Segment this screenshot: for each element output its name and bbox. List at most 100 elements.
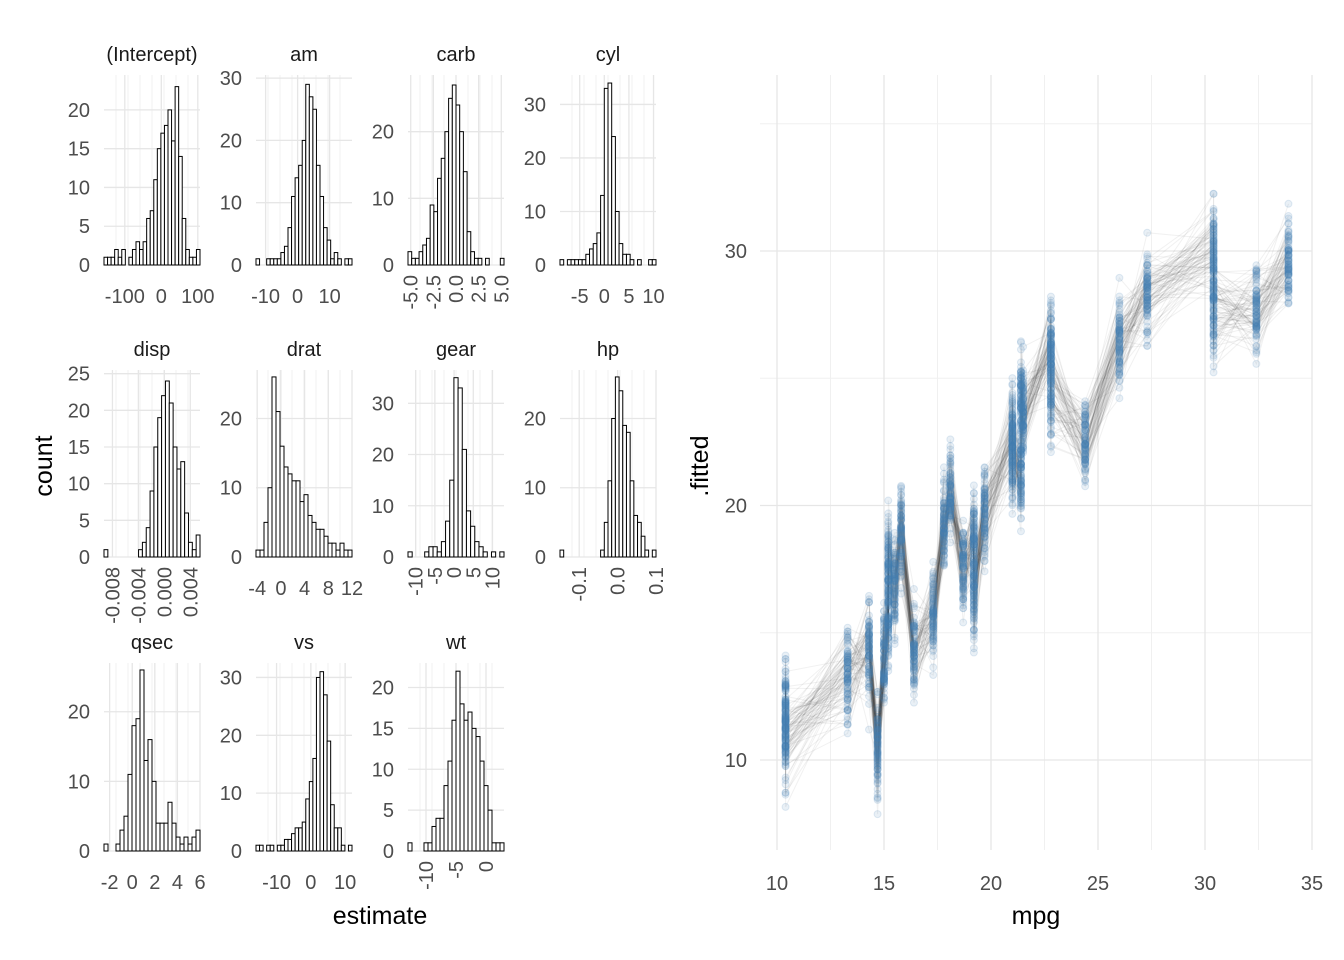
y-tick-label: 30: [725, 241, 747, 263]
data-point: [939, 545, 948, 554]
data-point: [884, 615, 893, 624]
histogram-bar: [637, 521, 642, 558]
histogram-bar: [176, 468, 182, 558]
data-point: [929, 663, 938, 672]
histogram-bar: [651, 259, 657, 266]
data-point: [980, 511, 989, 520]
histogram-bar: [340, 844, 346, 852]
data-point: [1209, 333, 1218, 342]
data-point: [843, 699, 852, 708]
data-point: [843, 686, 852, 695]
data-point: [980, 502, 989, 511]
data-point: [1209, 286, 1218, 295]
x-tick-label: 12: [341, 578, 363, 600]
data-point: [959, 562, 968, 571]
data-point: [1016, 499, 1025, 508]
histogram-bar: [307, 514, 313, 558]
data-point: [969, 636, 978, 645]
data-point: [1115, 360, 1124, 369]
bootstrap-line: [785, 234, 1289, 751]
x-tick-label: -4: [248, 578, 266, 600]
data-point: [980, 491, 989, 500]
data-point: [939, 561, 948, 570]
data-point: [873, 749, 882, 758]
histogram-bar: [301, 821, 307, 852]
y-tick-label: 30: [220, 68, 242, 90]
histogram-bar: [629, 259, 635, 266]
histogram-bar: [487, 809, 493, 852]
histogram-bar: [308, 781, 314, 852]
histogram-bar: [477, 257, 483, 266]
histogram-bar: [311, 521, 317, 558]
data-point: [1016, 491, 1025, 500]
data-point: [781, 703, 790, 712]
data-point: [1115, 348, 1124, 357]
data-point: [959, 558, 968, 567]
data-point: [1209, 321, 1218, 330]
data-point: [946, 497, 955, 506]
data-point: [1209, 311, 1218, 320]
data-point: [781, 717, 790, 726]
data-point: [1008, 435, 1017, 444]
data-point: [939, 547, 948, 556]
histogram-bar: [589, 248, 594, 266]
data-point: [969, 534, 978, 543]
data-point: [781, 773, 790, 782]
data-point: [1143, 261, 1152, 270]
histogram-bar: [167, 109, 173, 266]
data-point: [1019, 420, 1028, 429]
data-point: [946, 481, 955, 490]
data-point: [969, 558, 978, 567]
data-point: [884, 577, 893, 586]
histogram-bar: [139, 248, 144, 266]
data-point: [1209, 245, 1218, 254]
data-point: [1019, 435, 1028, 444]
data-point: [980, 524, 989, 533]
bootstrap-line: [785, 223, 1289, 761]
histogram-bar: [407, 251, 413, 266]
data-point: [909, 642, 918, 651]
data-point: [1046, 340, 1055, 349]
scatter-plot: 10 15 20 25 30 35 10 20 30: [725, 75, 1323, 895]
bootstrap-line: [785, 264, 1289, 753]
y-tick-label: 10: [68, 474, 90, 496]
data-point: [1008, 401, 1017, 410]
bootstrap-line: [785, 250, 1289, 743]
data-point: [946, 513, 955, 522]
data-point: [1209, 258, 1218, 267]
data-point: [880, 678, 888, 687]
data-point: [1016, 497, 1025, 506]
x-tick-label: 2: [149, 872, 160, 894]
data-point: [1016, 386, 1025, 395]
data-point: [1081, 441, 1090, 450]
histogram-bar: [600, 194, 605, 266]
facet-strip-title: qsec: [131, 632, 173, 654]
y-tick-label: 0: [231, 255, 242, 277]
bootstrap-line: [785, 256, 1289, 793]
data-point: [1016, 379, 1025, 388]
histogram-bar: [581, 259, 587, 266]
histogram-bar: [651, 549, 657, 558]
data-point: [929, 670, 938, 679]
data-point: [781, 753, 790, 762]
data-point: [946, 454, 955, 463]
data-point: [909, 677, 918, 686]
data-point: [1209, 207, 1218, 216]
data-point: [873, 765, 882, 774]
data-point: [1046, 394, 1055, 403]
data-point: [969, 518, 978, 527]
histogram-bar: [470, 525, 476, 558]
histogram-bar: [465, 510, 472, 558]
data-point: [884, 517, 893, 526]
data-point: [969, 597, 978, 606]
histogram-bar: [462, 171, 468, 266]
data-point: [980, 509, 989, 518]
data-point: [939, 511, 948, 520]
data-point: [959, 561, 968, 570]
data-point: [969, 581, 978, 590]
histogram-bar: [629, 480, 635, 558]
data-point: [1008, 459, 1017, 468]
data-point: [781, 678, 790, 687]
data-point: [929, 598, 938, 607]
histogram-bar: [127, 773, 133, 852]
